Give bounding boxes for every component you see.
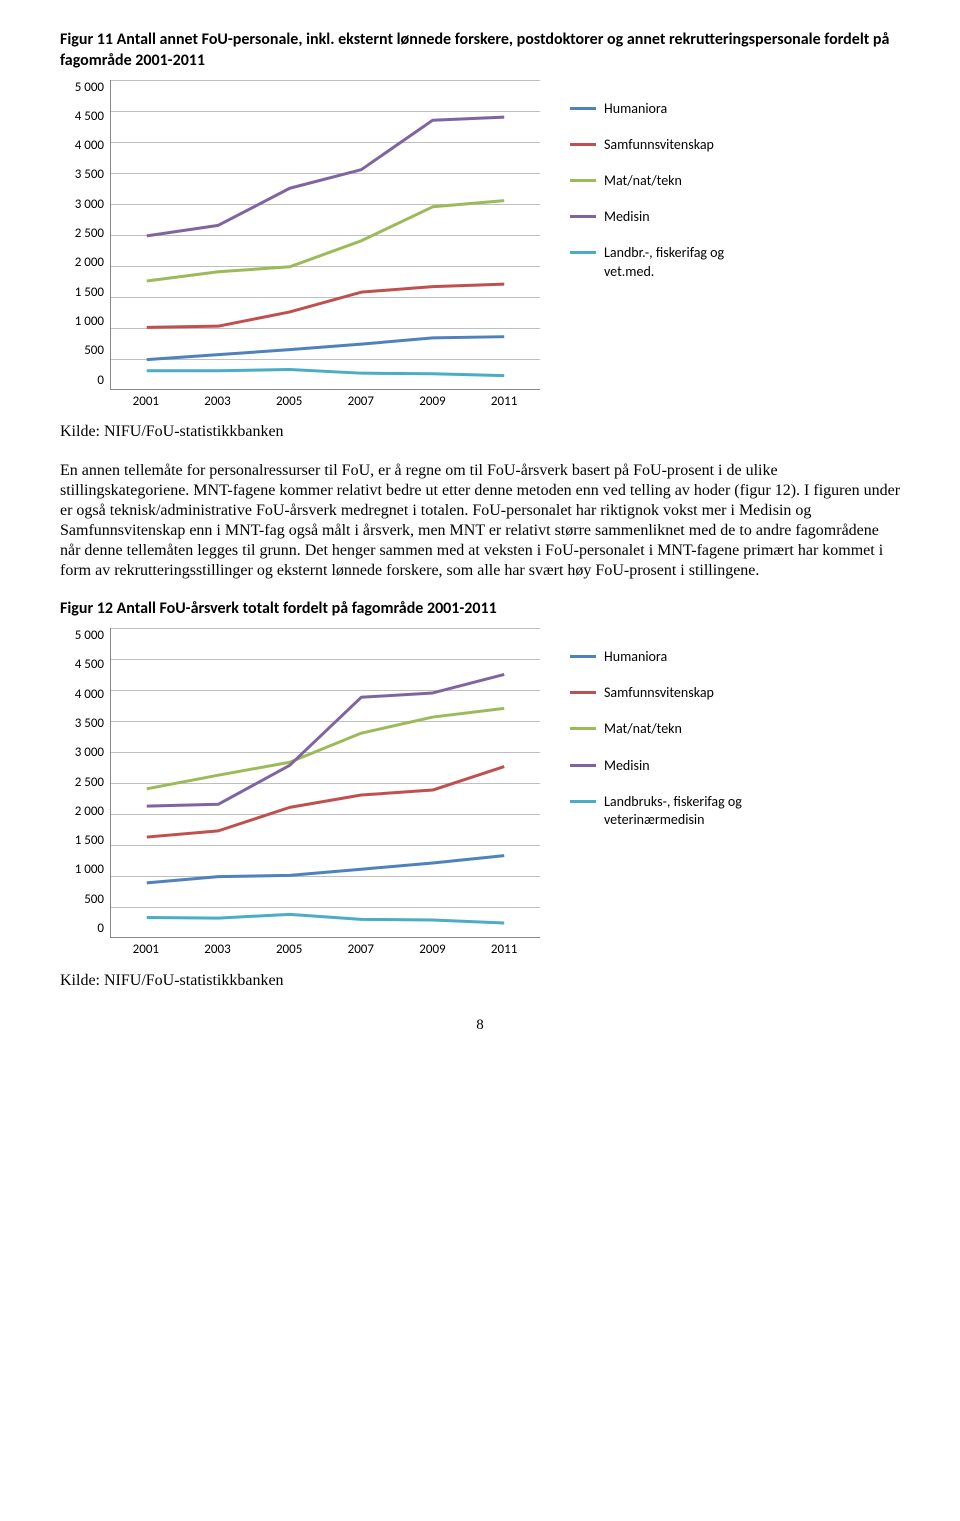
y-tick-label: 1 500 [75,833,104,850]
legend-label: Landbruks-, fiskerifag og veterinærmedis… [604,793,750,829]
y-tick-label: 500 [84,892,104,909]
figure2-y-axis: 5 000 4 500 4 000 3 500 3 000 2 500 2 000 1 500… [60,628,110,938]
legend-swatch [570,691,596,694]
x-tick-label: 2011 [468,942,540,959]
y-tick-label: 3 500 [75,716,104,733]
y-tick-label: 4 000 [75,138,104,155]
legend-swatch [570,655,596,658]
series-line [147,914,504,923]
y-tick-label: 3 500 [75,167,104,184]
legend-label: Samfunnsvitenskap [604,684,714,702]
x-tick-label: 2001 [110,942,182,959]
figure2-chart-row: 5 000 4 500 4 000 3 500 3 000 2 500 2 000 1 500… [60,628,900,959]
series-line [147,200,504,280]
figure2-source: Kilde: NIFU/FoU-statistikkbanken [60,971,900,992]
x-tick-label: 2003 [182,942,254,959]
figure1-lines [111,80,540,389]
figure1-source: Kilde: NIFU/FoU-statistikkbanken [60,422,900,443]
legend-swatch [570,764,596,767]
y-tick-label: 2 000 [75,804,104,821]
y-tick-label: 500 [84,343,104,360]
series-line [147,674,504,806]
y-tick-label: 5 000 [75,80,104,97]
y-tick-label: 4 500 [75,109,104,126]
legend-item: Samfunnsvitenskap [570,136,750,154]
legend-item: Mat/nat/tekn [570,172,750,190]
legend-label: Mat/nat/tekn [604,172,682,190]
figure1-y-axis: 5 000 4 500 4 000 3 500 3 000 2 500 2 000 1 500… [60,80,110,390]
y-tick-label: 1 000 [75,314,104,331]
x-tick-label: 2007 [325,942,397,959]
legend-swatch [570,727,596,730]
x-tick-label: 2009 [397,394,469,411]
legend-item: Landbruks-, fiskerifag og veterinærmedis… [570,793,750,829]
legend-swatch [570,107,596,110]
legend-swatch [570,800,596,803]
legend-label: Medisin [604,208,650,226]
figure2-title: Figur 12 Antall FoU-årsverk totalt forde… [60,599,900,620]
figure2-plot [110,628,540,938]
legend-item: Mat/nat/tekn [570,720,750,738]
figure1-title: Figur 11 Antall annet FoU-personale, ink… [60,30,900,72]
x-tick-label: 2003 [182,394,254,411]
legend-label: Humaniora [604,100,667,118]
series-line [147,369,504,375]
figure1-legend: Humaniora Samfunnsvitenskap Mat/nat/tekn Me… [570,80,750,299]
legend-label: Samfunnsvitenskap [604,136,714,154]
series-line [147,336,504,359]
legend-label: Medisin [604,757,650,775]
figure2-chart: 5 000 4 500 4 000 3 500 3 000 2 500 2 000 1 500… [60,628,540,959]
figure2-legend: Humaniora Samfunnsvitenskap Mat/nat/tekn Me… [570,628,750,847]
y-tick-label: 4 500 [75,657,104,674]
y-tick-label: 3 000 [75,745,104,762]
legend-item: Samfunnsvitenskap [570,684,750,702]
legend-swatch [570,179,596,182]
legend-swatch [570,215,596,218]
figure2-lines [111,628,540,937]
series-line [147,284,504,327]
legend-label: Landbr.-, fiskerifag og vet.med. [604,244,750,280]
legend-item: Landbr.-, fiskerifag og vet.med. [570,244,750,280]
figure1-chart: 5 000 4 500 4 000 3 500 3 000 2 500 2 000 1 500… [60,80,540,411]
x-tick-label: 2009 [397,942,469,959]
y-tick-label: 3 000 [75,197,104,214]
legend-item: Humaniora [570,648,750,666]
x-tick-label: 2007 [325,394,397,411]
figure2-x-axis: 200120032005200720092011 [110,938,540,959]
legend-label: Mat/nat/tekn [604,720,682,738]
body-paragraph: En annen tellemåte for personalressurser… [60,461,900,581]
x-tick-label: 2001 [110,394,182,411]
y-tick-label: 2 500 [75,775,104,792]
x-tick-label: 2005 [253,394,325,411]
y-tick-label: 1 000 [75,862,104,879]
series-line [147,117,504,236]
series-line [147,856,504,883]
figure1-plot [110,80,540,390]
legend-swatch [570,251,596,254]
y-tick-label: 5 000 [75,628,104,645]
y-tick-label: 1 500 [75,285,104,302]
y-tick-label: 2 500 [75,226,104,243]
x-tick-label: 2011 [468,394,540,411]
y-tick-label: 0 [97,921,104,938]
x-tick-label: 2005 [253,942,325,959]
legend-item: Humaniora [570,100,750,118]
series-line [147,708,504,788]
legend-swatch [570,143,596,146]
legend-label: Humaniora [604,648,667,666]
legend-item: Medisin [570,757,750,775]
y-tick-label: 4 000 [75,687,104,704]
y-tick-label: 0 [97,373,104,390]
figure1-x-axis: 200120032005200720092011 [110,390,540,411]
page-number: 8 [60,1016,900,1036]
figure1-chart-row: 5 000 4 500 4 000 3 500 3 000 2 500 2 000 1 500… [60,80,900,411]
legend-item: Medisin [570,208,750,226]
y-tick-label: 2 000 [75,255,104,272]
